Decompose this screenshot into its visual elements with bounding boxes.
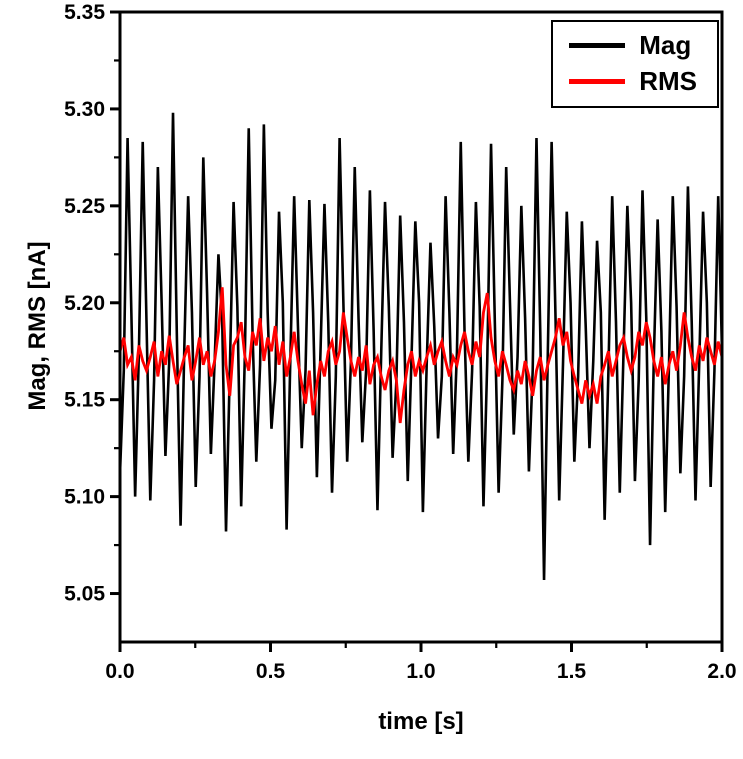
legend: Mag RMS xyxy=(551,20,719,108)
x-tick-label: 1.0 xyxy=(406,660,435,683)
y-tick-label: 5.05 xyxy=(64,583,105,606)
legend-item-rms: RMS xyxy=(569,68,697,94)
x-tick-label: 0.0 xyxy=(105,660,134,683)
y-tick-label: 5.25 xyxy=(64,195,105,218)
y-tick-label: 5.15 xyxy=(64,389,105,412)
legend-swatch-0 xyxy=(569,42,626,48)
x-tick-label: 2.0 xyxy=(707,660,736,683)
y-tick-label: 5.35 xyxy=(64,1,105,24)
legend-swatch-1 xyxy=(569,78,626,84)
y-tick-label: 5.20 xyxy=(64,292,105,315)
y-tick-label: 5.30 xyxy=(64,98,105,121)
series-line-rms xyxy=(120,287,722,424)
y-axis-label: Mag, RMS [nA] xyxy=(24,241,51,411)
x-tick-label: 1.5 xyxy=(557,660,587,683)
series-line-mag xyxy=(120,112,722,580)
legend-label-rms: RMS xyxy=(639,66,697,96)
x-axis-label: time [s] xyxy=(378,708,464,735)
y-tick-label: 5.10 xyxy=(64,486,105,509)
legend-label-mag: Mag xyxy=(639,30,692,60)
legend-item-mag: Mag xyxy=(569,32,697,58)
x-tick-label: 0.5 xyxy=(256,660,286,683)
